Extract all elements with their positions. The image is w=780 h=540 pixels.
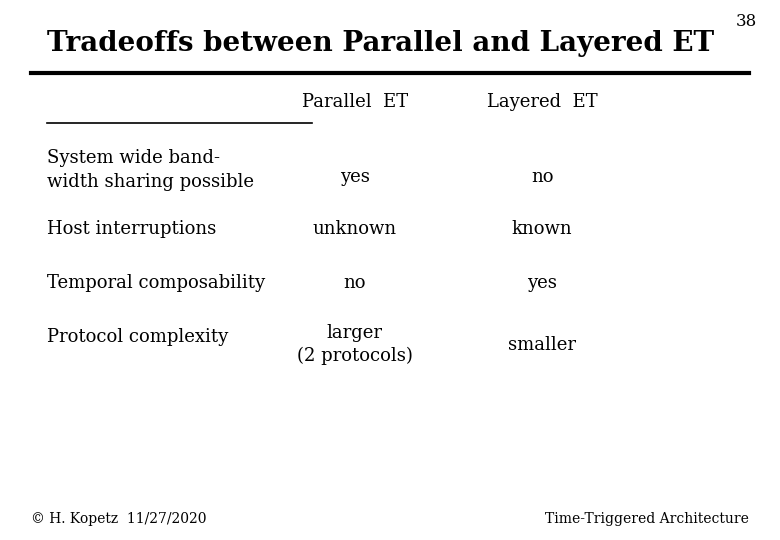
Text: Layered  ET: Layered ET bbox=[487, 93, 597, 111]
Text: System wide band-
width sharing possible: System wide band- width sharing possible bbox=[47, 149, 254, 191]
Text: Host interruptions: Host interruptions bbox=[47, 220, 216, 239]
Text: Time-Triggered Architecture: Time-Triggered Architecture bbox=[545, 512, 749, 526]
Text: Temporal composability: Temporal composability bbox=[47, 274, 265, 293]
Text: yes: yes bbox=[527, 274, 557, 293]
Text: larger
(2 protocols): larger (2 protocols) bbox=[297, 323, 413, 366]
Text: no: no bbox=[531, 168, 553, 186]
Text: unknown: unknown bbox=[313, 220, 397, 239]
Text: Parallel  ET: Parallel ET bbox=[302, 93, 408, 111]
Text: smaller: smaller bbox=[508, 335, 576, 354]
Text: no: no bbox=[344, 274, 366, 293]
Text: yes: yes bbox=[340, 168, 370, 186]
Text: © H. Kopetz  11/27/2020: © H. Kopetz 11/27/2020 bbox=[31, 512, 207, 526]
Text: Protocol complexity: Protocol complexity bbox=[47, 328, 228, 347]
Text: 38: 38 bbox=[736, 14, 757, 30]
Text: known: known bbox=[512, 220, 573, 239]
Text: Tradeoffs between Parallel and Layered ET: Tradeoffs between Parallel and Layered E… bbox=[47, 30, 714, 57]
